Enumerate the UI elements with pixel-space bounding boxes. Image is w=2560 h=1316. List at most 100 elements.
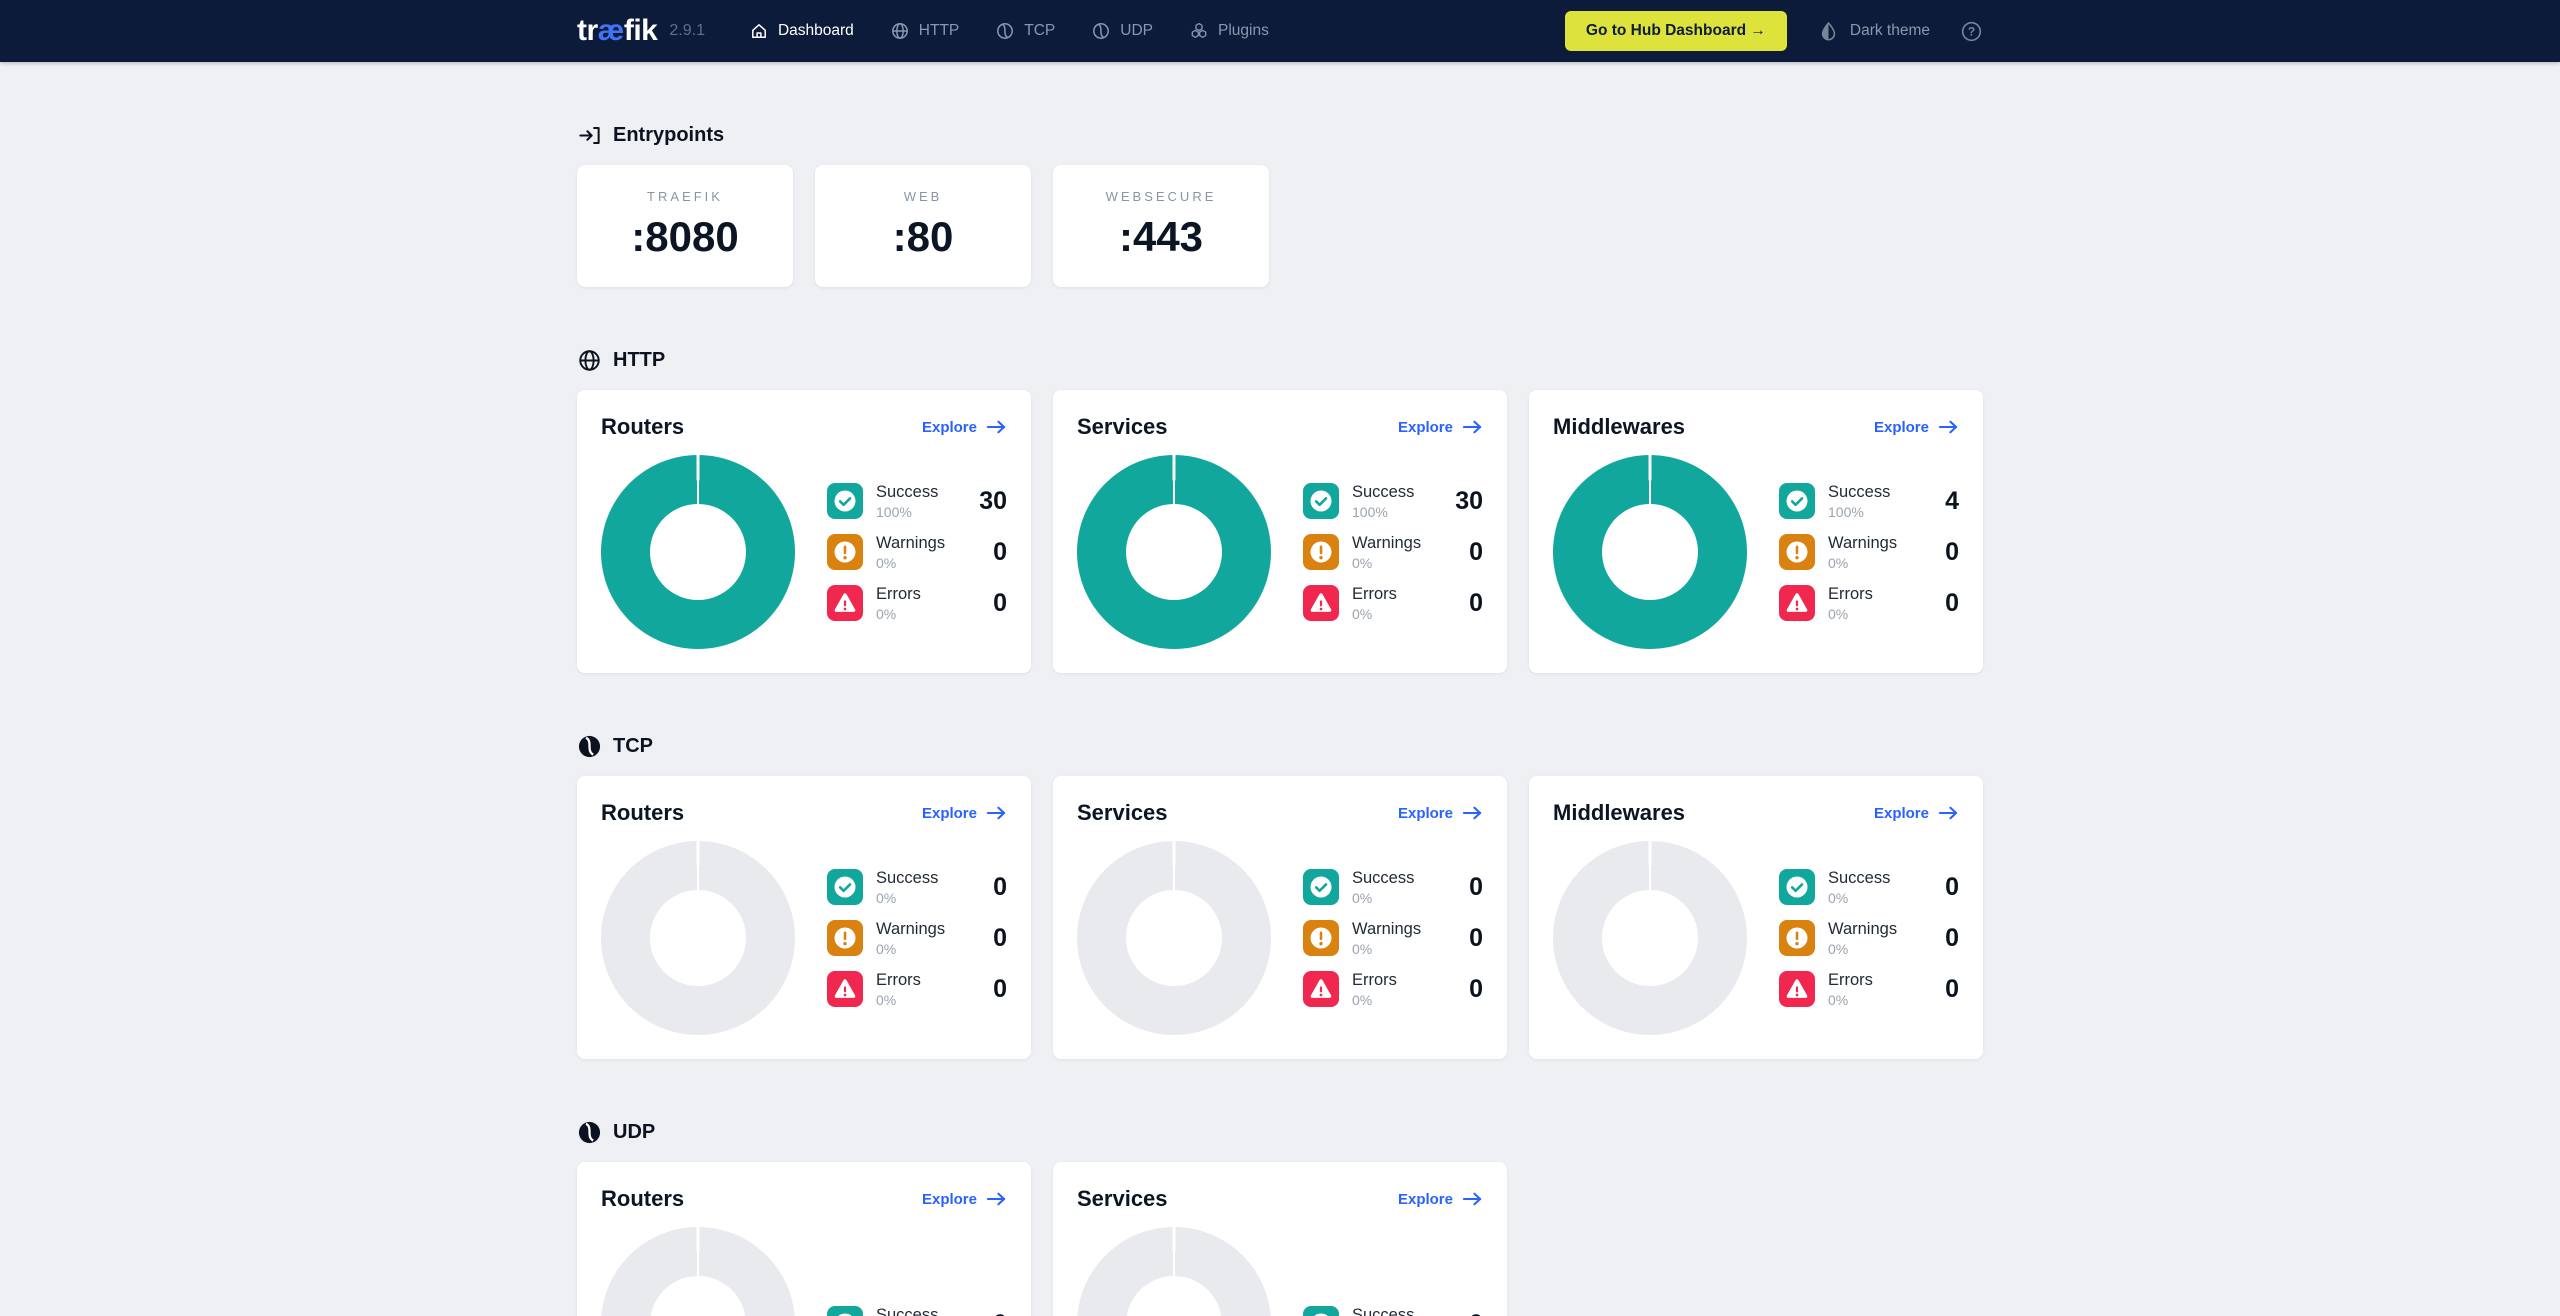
logo-ae: æ [597, 14, 625, 47]
stats-list: Success 100% 30 Warnings 0% 0 Errors 0% 0 [827, 483, 1007, 622]
explore-link[interactable]: Explore [922, 1191, 1007, 1208]
entrypoint-name: TRAEFIK [647, 189, 723, 204]
nav-item-http[interactable]: HTTP [890, 21, 959, 41]
stat-value: 0 [1469, 537, 1483, 566]
card-title: Routers [601, 414, 685, 439]
hub-dashboard-button[interactable]: Go to Hub Dashboard → [1564, 11, 1787, 51]
stat-label: Success [876, 482, 939, 501]
stat-label: Warnings [1352, 919, 1422, 938]
stat-percent: 100% [876, 503, 912, 520]
stat-percent: 0% [1352, 889, 1373, 906]
warning-icon [827, 534, 863, 570]
entrypoint-card-traefik: TRAEFIK:8080 [577, 165, 793, 287]
stat-percent: 0% [1352, 605, 1373, 622]
section-title: TCP [613, 735, 653, 757]
warning-icon [1303, 920, 1339, 956]
navbar: træfik 2.9.1 Dashboard HTTP TCP UDP Plugins … [0, 0, 2560, 62]
traefik-logo[interactable]: træfik [577, 14, 658, 48]
stat-value: 0 [993, 537, 1007, 566]
stat-label: Warnings [1828, 919, 1898, 938]
warning-icon [827, 920, 863, 956]
card-title: Middlewares [1553, 414, 1686, 439]
stats-list: Success 100% 4 Warnings 0% 0 Errors 0% 0 [1779, 483, 1959, 622]
stat-value: 0 [1945, 974, 1959, 1003]
stat-row-error: Errors 0% 0 [1303, 585, 1483, 622]
proxy-icon [995, 21, 1015, 41]
help-button[interactable]: ? [1960, 20, 1983, 43]
stat-percent: 0% [876, 940, 897, 957]
stat-percent: 0% [1352, 940, 1373, 957]
explore-link[interactable]: Explore [1874, 419, 1959, 436]
stat-percent: 0% [876, 889, 897, 906]
proxy-icon [1091, 21, 1111, 41]
status-donut-chart [1553, 841, 1747, 1035]
explore-link[interactable]: Explore [922, 419, 1007, 436]
card-body: Success 100% 30 Warnings 0% 0 Errors 0% 0 [1077, 455, 1483, 649]
stat-value: 0 [1945, 537, 1959, 566]
theme-toggle[interactable]: Dark theme [1817, 20, 1930, 43]
entrypoint-port: :80 [892, 213, 954, 260]
warning-icon [1779, 920, 1815, 956]
tcp-middlewares-card: Middlewares Explore Success 0% 0 Warnings 0% 0 E… [1529, 776, 1983, 1059]
stat-value: 30 [1455, 486, 1483, 515]
globe-icon [890, 21, 910, 41]
stat-label: Errors [1352, 970, 1397, 989]
stat-text: Warnings 0% [876, 920, 945, 957]
card-title: Middlewares [1553, 800, 1686, 825]
explore-label: Explore [921, 1190, 977, 1208]
card-title: Routers [601, 800, 685, 825]
arrow-right-icon [1462, 419, 1483, 435]
stat-text: Errors 0% [1352, 585, 1397, 622]
card-header: Middlewares Explore [1553, 414, 1959, 440]
stat-percent: 0% [1352, 991, 1373, 1008]
stat-percent: 0% [1828, 605, 1849, 622]
status-donut-chart [601, 455, 795, 649]
stat-text: Warnings 0% [1828, 534, 1897, 571]
stat-percent: 0% [876, 554, 897, 571]
stat-row-success: Success 100% 4 [1779, 483, 1959, 520]
explore-link[interactable]: Explore [1398, 419, 1483, 436]
explore-link[interactable]: Explore [1874, 805, 1959, 822]
nav-item-udp[interactable]: UDP [1091, 21, 1153, 41]
entrypoint-name: WEB [903, 189, 943, 204]
nav-item-label: HTTP [918, 22, 960, 39]
stat-label: Success [1828, 868, 1891, 887]
section-header-udp: UDP [577, 1120, 1983, 1145]
card-body: Success 0% 0 Warnings 0% 0 Errors 0% 0 [601, 841, 1007, 1035]
stats-list: Success 0% 0 Warnings 0% 0 Errors 0% 0 [1303, 869, 1483, 1008]
stat-text: Errors 0% [1352, 971, 1397, 1008]
arrow-right-icon [1938, 419, 1959, 435]
stat-row-error: Errors 0% 0 [827, 971, 1007, 1008]
error-icon [1779, 585, 1815, 621]
explore-link[interactable]: Explore [1398, 1191, 1483, 1208]
stat-label: Warnings [1828, 533, 1898, 552]
stat-label: Success [1352, 1305, 1415, 1316]
arrow-right-icon [1462, 805, 1483, 821]
stat-text: Errors 0% [876, 971, 921, 1008]
card-title: Routers [601, 1186, 685, 1211]
stat-row-warning: Warnings 0% 0 [1303, 920, 1483, 957]
nav-item-plugins[interactable]: Plugins [1189, 21, 1269, 41]
dashboard-content: Entrypoints TRAEFIK:8080 WEB:80 WEBSECURE:4… [577, 123, 1983, 1316]
stat-percent: 100% [1828, 503, 1864, 520]
nav-item-tcp[interactable]: TCP [995, 21, 1055, 41]
card-header: Services Explore [1077, 1186, 1483, 1212]
stat-label: Warnings [1352, 533, 1422, 552]
stats-list: Success 100% 30 Warnings 0% 0 Errors 0% 0 [1303, 483, 1483, 622]
stat-row-error: Errors 0% 0 [827, 585, 1007, 622]
explore-link[interactable]: Explore [922, 805, 1007, 822]
nav-item-dashboard[interactable]: Dashboard [749, 21, 854, 41]
explore-link[interactable]: Explore [1398, 805, 1483, 822]
card-header: Routers Explore [601, 800, 1007, 826]
